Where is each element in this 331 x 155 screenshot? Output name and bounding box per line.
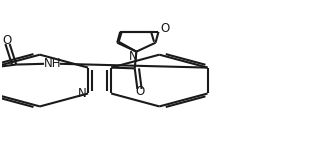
Text: N: N	[129, 50, 137, 63]
Text: NH: NH	[43, 57, 61, 70]
Text: O: O	[161, 22, 170, 35]
Text: O: O	[2, 34, 12, 47]
Text: O: O	[135, 85, 145, 98]
Text: N: N	[78, 87, 86, 100]
